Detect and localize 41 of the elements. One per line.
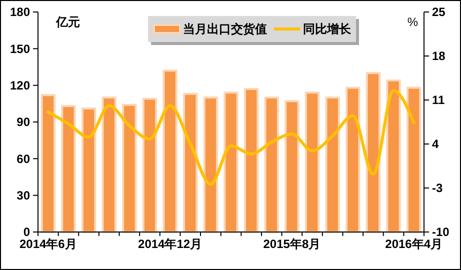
y2-tick-label: 4 <box>432 137 439 152</box>
y2-tick-label: 18 <box>432 49 446 64</box>
bar <box>346 86 360 233</box>
bar <box>102 96 116 233</box>
bar <box>406 86 422 233</box>
bar <box>264 96 279 233</box>
y-tick-label: 150 <box>10 42 30 56</box>
y2-tick-label: 25 <box>432 5 446 20</box>
bar <box>203 96 218 233</box>
bar <box>224 92 238 233</box>
bar <box>40 94 56 233</box>
y2-axis-title: % <box>407 15 418 29</box>
y-tick-label: 30 <box>16 188 30 203</box>
y-tick-label: 0 <box>23 225 30 240</box>
bar <box>244 88 259 233</box>
bar <box>162 70 178 233</box>
y-tick-label: 90 <box>16 115 30 130</box>
y-tick-label: 120 <box>10 78 30 93</box>
bar <box>325 96 340 233</box>
bar <box>61 105 76 233</box>
y2-tick-label: -10 <box>432 225 450 240</box>
legend-label: 当月出口交货值 <box>183 22 267 36</box>
y-tick-label: 60 <box>16 152 30 166</box>
bar <box>142 98 158 233</box>
line-series <box>46 89 416 186</box>
legend-label: 同比增长 <box>303 22 352 36</box>
bar <box>122 104 137 233</box>
y-tick-label: 180 <box>10 5 30 20</box>
y-axis-title: 亿元 <box>55 15 80 29</box>
x-tick-label: 2015年8月 <box>263 237 321 251</box>
bar <box>183 92 198 233</box>
x-tick-label: 2014年12月 <box>138 237 202 251</box>
x-tick-label: 2014年6月 <box>19 237 77 251</box>
bar <box>386 79 401 233</box>
bar <box>81 108 96 233</box>
bar <box>284 100 300 233</box>
bar <box>366 72 381 233</box>
x-tick-label: 2016年4月 <box>385 237 443 251</box>
y2-tick-label: -3 <box>432 181 443 196</box>
y2-tick-label: 11 <box>432 93 446 108</box>
bar <box>304 92 320 233</box>
